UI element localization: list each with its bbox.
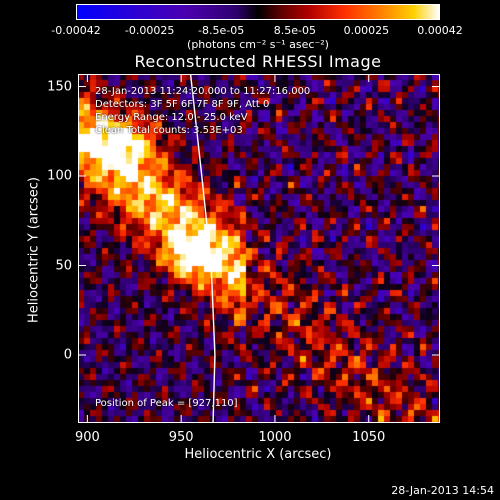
colorbar-tick-label: 8.5e-05 <box>273 24 316 37</box>
heatmap-image <box>78 74 440 423</box>
colorbar-tick-label: -8.5e-05 <box>198 24 245 37</box>
y-tick-label: 100 <box>47 168 72 184</box>
colorbar-tick-label: 0.00042 <box>417 24 463 37</box>
colorbar-tick-label: 0.00025 <box>343 24 390 37</box>
y-axis-label: Heliocentric Y (arcsec) <box>26 177 42 323</box>
chart-title: Reconstructed RHESSI Image <box>134 52 382 71</box>
energy-range-annotation: Energy Range: 12.0 - 25.0 keV <box>95 112 248 123</box>
time-range-annotation: 28-Jan-2013 11:24:20.000 to 11:27:16.000 <box>95 86 311 97</box>
x-axis-ticks <box>86 74 370 423</box>
x-tick-label: 900 <box>74 430 100 445</box>
colorbar <box>76 4 440 20</box>
plot-frame <box>78 74 440 423</box>
colorbar-tick-label: -0.00025 <box>124 24 175 37</box>
x-tick-label: 1050 <box>352 430 386 445</box>
solar-limb-line <box>189 73 216 424</box>
detectors-annotation: Detectors: 3F 5F 6F 7F 8F 9F, Att 0 <box>95 99 270 110</box>
x-axis-label: Heliocentric X (arcsec) <box>184 447 332 462</box>
y-axis-ticks <box>78 86 440 356</box>
y-tick-label: 150 <box>47 79 72 95</box>
footer-date: 28-Jan-2013 14:54 <box>391 484 494 497</box>
x-tick-label: 950 <box>168 430 194 445</box>
y-tick-label: 0 <box>63 347 72 363</box>
colorbar-unit-label: (photons cm⁻² s⁻¹ asec⁻²) <box>187 38 329 51</box>
peak-position-annotation: Position of Peak = [927,110] <box>95 398 238 409</box>
x-tick-label: 1000 <box>258 430 292 445</box>
clean-counts-annotation: Clean Total counts: 3.53E+03 <box>95 125 243 136</box>
y-tick-label: 50 <box>55 258 72 273</box>
heatmap-plot-area <box>78 74 440 423</box>
colorbar-tick-label: -0.00042 <box>51 24 101 37</box>
